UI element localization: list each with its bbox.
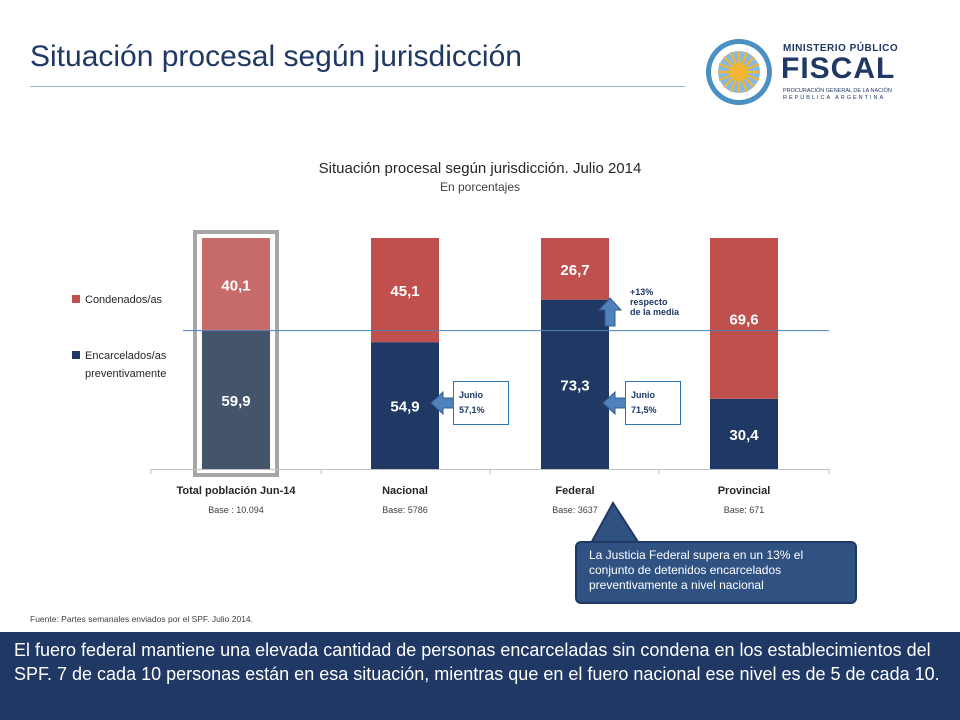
- legend-label-convicted: Condenados/as: [85, 294, 163, 306]
- legend-swatch-preventive: [72, 351, 80, 359]
- source-note: Fuente: Partes semanales enviados por el…: [30, 614, 254, 624]
- bar-convicted-2: [541, 238, 609, 300]
- nacional-june-callout-line2: 57,1%: [459, 405, 485, 415]
- logo-line2: FISCAL: [781, 52, 896, 85]
- logo-line4: REPÚBLICA ARGENTINA: [783, 95, 886, 101]
- x-tick-label: Federal: [555, 485, 594, 497]
- federal-vs-mean-line3: de la media: [630, 307, 680, 317]
- conclusion-banner: El fuero federal mantiene una elevada ca…: [0, 632, 960, 720]
- bar-value-label: 26,7: [560, 262, 589, 279]
- bar-preventive-0: [202, 330, 270, 469]
- federal-justice-callout: La Justicia Federal supera en un 13% el …: [575, 541, 857, 604]
- bar-preventive-3: [710, 398, 778, 469]
- federal-june-callout-line1: Junio: [631, 390, 655, 400]
- slide-title: Situación procesal según jurisdicción: [30, 40, 522, 73]
- bar-value-label: 45,1: [390, 283, 419, 300]
- base-label-total: Base : 10.094: [208, 505, 264, 515]
- logo-line3: PROCURACIÓN GENERAL DE LA NACIÓN: [783, 88, 892, 94]
- base-label-provincial: Base: 671: [723, 505, 765, 515]
- chart-subtitle: En porcentajes: [440, 180, 520, 194]
- federal-vs-mean-line2: respecto: [630, 297, 668, 307]
- federal-vs-mean-note: +13% respecto de la media: [630, 287, 710, 317]
- legend-label-preventive-line2: preventivamente: [85, 368, 166, 380]
- bar-preventive-1: [371, 342, 439, 469]
- base-label-federal: Base: 3637: [552, 505, 598, 515]
- title-rule: [30, 86, 685, 87]
- bar-value-label: 40,1: [221, 277, 250, 294]
- bar-value-label: 59,9: [221, 393, 250, 410]
- federal-increase-arrow-icon: [597, 297, 623, 327]
- x-tick-label: Provincial: [718, 485, 771, 497]
- legend-label-preventive-line1: Encarcelados/as: [85, 350, 167, 362]
- total-bar-highlight-frame: [193, 230, 279, 477]
- federal-vs-mean-line1: +13%: [630, 287, 654, 297]
- x-tick-label: Nacional: [382, 485, 428, 497]
- bar-value-label: 69,6: [729, 311, 758, 328]
- base-label-nacional: Base: 5786: [382, 505, 428, 515]
- bar-value-label: 73,3: [560, 377, 589, 394]
- chart-title: Situación procesal según jurisdicción. J…: [319, 160, 642, 177]
- nacional-june-callout: Junio 57,1%: [453, 381, 509, 425]
- x-tick-label: Total población Jun-14: [177, 485, 297, 497]
- federal-june-callout: Junio 71,5%: [625, 381, 681, 425]
- bar-value-label: 54,9: [390, 399, 419, 416]
- bar-convicted-1: [371, 238, 439, 343]
- nacional-june-callout-line1: Junio: [459, 390, 483, 400]
- bar-convicted-3: [710, 238, 778, 399]
- bar-preventive-2: [541, 299, 609, 469]
- bar-value-label: 30,4: [729, 427, 759, 444]
- legend-swatch-convicted: [72, 295, 80, 303]
- federal-june-callout-line2: 71,5%: [631, 405, 657, 415]
- sun-emblem-icon: [706, 39, 772, 105]
- bar-convicted-0: [202, 238, 270, 331]
- logo-line1: MINISTERIO PÚBLICO: [783, 43, 899, 54]
- ministerio-publico-fiscal-logo: MINISTERIO PÚBLICO FISCAL PROCURACIÓN GE…: [705, 38, 899, 108]
